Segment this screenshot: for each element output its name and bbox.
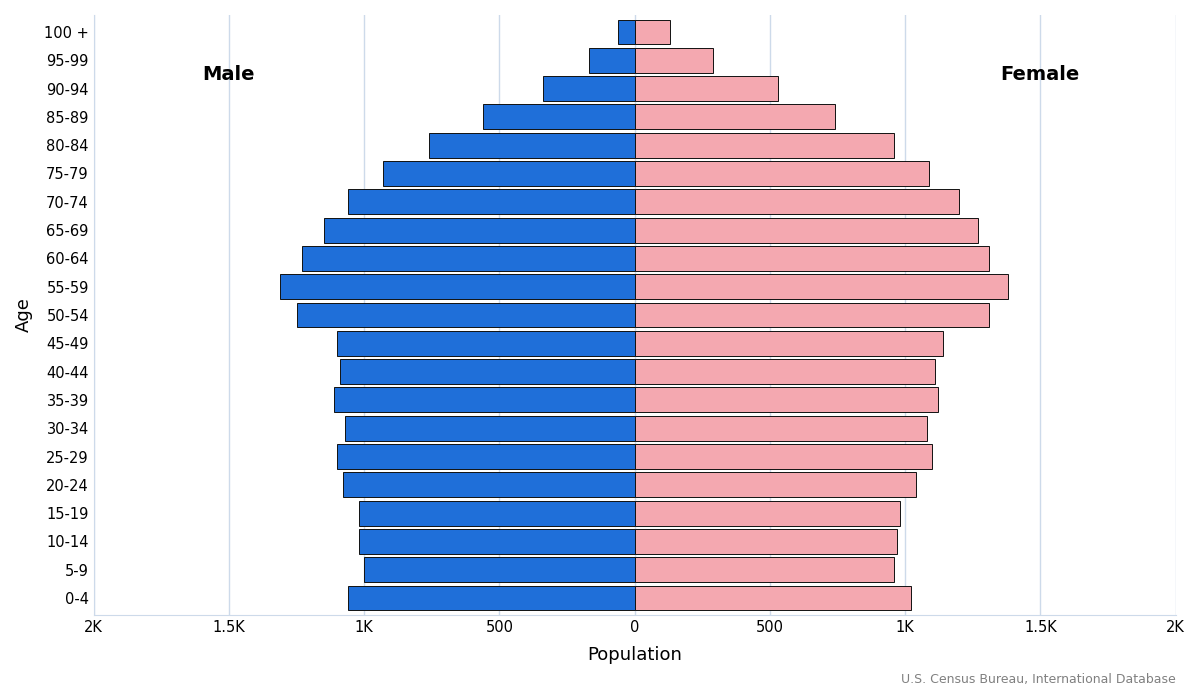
Bar [364, 557, 635, 582]
Bar [324, 218, 635, 243]
Text: U.S. Census Bureau, International Database: U.S. Census Bureau, International Databa… [901, 673, 1176, 686]
Bar [635, 189, 959, 214]
Bar [335, 388, 635, 412]
Bar [635, 557, 894, 582]
Y-axis label: Age: Age [14, 298, 34, 332]
Bar [635, 246, 989, 271]
Bar [348, 189, 635, 214]
Bar [430, 133, 635, 158]
Bar [281, 274, 635, 299]
Bar [359, 529, 635, 554]
Bar [340, 359, 635, 384]
Bar [359, 500, 635, 526]
Bar [635, 331, 943, 356]
Bar [337, 444, 635, 469]
Bar [635, 473, 916, 497]
Text: Male: Male [203, 65, 256, 84]
Bar [635, 302, 989, 328]
Bar [635, 20, 670, 44]
Bar [342, 473, 635, 497]
Bar [635, 529, 896, 554]
Bar [589, 48, 635, 73]
Bar [635, 388, 937, 412]
Bar [383, 161, 635, 186]
Bar [635, 104, 835, 130]
Bar [635, 416, 926, 441]
Bar [302, 246, 635, 271]
Bar [635, 359, 935, 384]
Bar [635, 444, 932, 469]
Bar [484, 104, 635, 130]
Bar [635, 218, 978, 243]
Bar [635, 274, 1008, 299]
Bar [635, 48, 713, 73]
Bar [635, 76, 778, 101]
Bar [635, 500, 900, 526]
Bar [346, 416, 635, 441]
Bar [337, 331, 635, 356]
X-axis label: Population: Population [587, 646, 682, 664]
Bar [635, 133, 894, 158]
Bar [618, 20, 635, 44]
Bar [542, 76, 635, 101]
Bar [635, 161, 930, 186]
Bar [296, 302, 635, 328]
Text: Female: Female [1001, 65, 1080, 84]
Bar [348, 586, 635, 610]
Bar [635, 586, 911, 610]
